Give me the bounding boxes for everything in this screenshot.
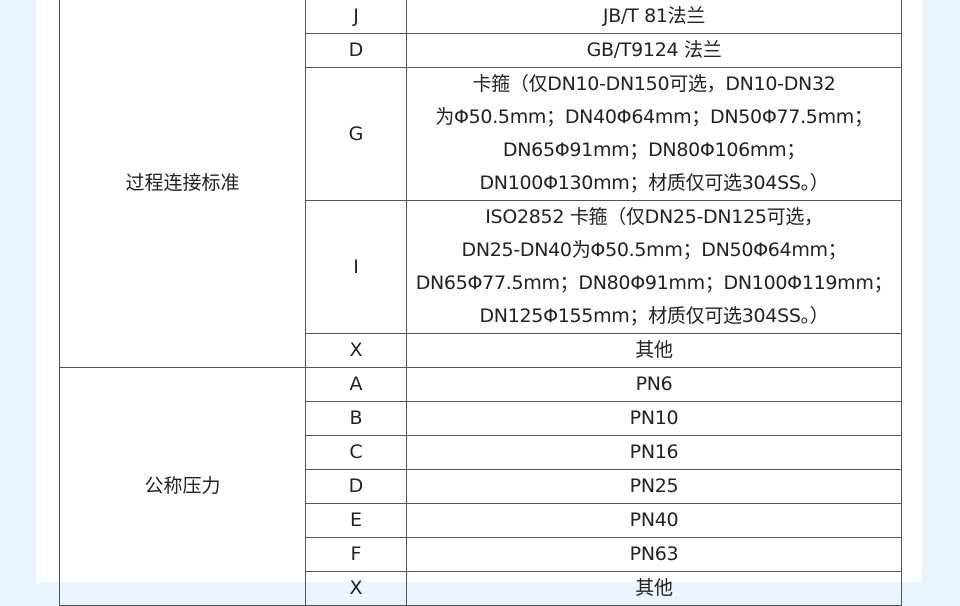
group-label: 过程连接标准 xyxy=(59,0,306,368)
table-row: D GB/T9124 法兰 xyxy=(60,33,902,68)
option-description: 其他 xyxy=(406,333,902,368)
table-row: F PN63 xyxy=(60,537,902,572)
table-row: 过程连接标准 J JB/T 81法兰 xyxy=(59,0,902,368)
description-line: DN100Φ130mm；材质仅可选304SS。） xyxy=(479,172,829,194)
description-line: PN40 xyxy=(629,509,679,531)
description-line: PN63 xyxy=(629,543,679,565)
table-row: X 其他 xyxy=(60,333,902,368)
option-code: X xyxy=(305,333,407,368)
option-code: J xyxy=(305,0,407,34)
description-line: ISO2852 卡箍（仅DN25-DN125可选， xyxy=(485,206,823,228)
table-row: G 卡箍（仅DN10-DN150可选，DN10-DN32 为Φ50.5mm；DN40… xyxy=(60,67,902,201)
option-description: PN25 xyxy=(406,469,902,504)
description-line: 其他 xyxy=(635,339,673,361)
description-line: DN65Φ77.5mm；DN80Φ91mm；DN100Φ119mm； xyxy=(415,272,893,294)
option-description: JB/T 81法兰 xyxy=(406,0,902,34)
description-line: DN125Φ155mm；材质仅可选304SS。） xyxy=(479,305,829,327)
option-code: B xyxy=(305,401,407,436)
option-description: PN16 xyxy=(406,435,902,470)
table-row: I ISO2852 卡箍（仅DN25-DN125可选， DN25-DN40为Φ50.… xyxy=(60,200,902,334)
table-row: D PN25 xyxy=(60,469,902,504)
table-row: E PN40 xyxy=(60,503,902,538)
option-code: F xyxy=(305,537,407,572)
option-description: PN63 xyxy=(406,537,902,572)
description-line: DN65Φ91mm；DN80Φ106mm； xyxy=(502,139,806,161)
option-code: D xyxy=(305,469,407,504)
option-code: C xyxy=(305,435,407,470)
option-description: 卡箍（仅DN10-DN150可选，DN10-DN32 为Φ50.5mm；DN40Φ… xyxy=(406,67,902,201)
description-line: JB/T 81法兰 xyxy=(602,5,706,27)
option-description: PN10 xyxy=(406,401,902,436)
table-row: 公称压力 A PN6 xyxy=(59,367,902,606)
description-line: 卡箍（仅DN10-DN150可选，DN10-DN32 xyxy=(472,73,836,95)
description-line: PN6 xyxy=(635,373,673,395)
description-line: PN25 xyxy=(629,475,679,497)
description-line: 其他 xyxy=(635,577,673,599)
option-code: I xyxy=(305,200,407,334)
option-description: PN40 xyxy=(406,503,902,538)
description-line: PN16 xyxy=(629,441,679,463)
option-description: PN6 xyxy=(406,367,902,402)
option-code: D xyxy=(305,33,407,68)
option-description: 其他 xyxy=(406,571,902,606)
description-line: 为Φ50.5mm；DN40Φ64mm；DN50Φ77.5mm； xyxy=(435,106,873,128)
table-row: C PN16 xyxy=(60,435,902,470)
option-code: G xyxy=(305,67,407,201)
group-label: 公称压力 xyxy=(59,367,306,606)
description-line: GB/T9124 法兰 xyxy=(586,39,722,61)
option-description: GB/T9124 法兰 xyxy=(406,33,902,68)
option-code: A xyxy=(305,367,407,402)
option-code: X xyxy=(305,571,407,606)
option-code: E xyxy=(305,503,407,538)
option-description: ISO2852 卡箍（仅DN25-DN125可选， DN25-DN40为Φ50.5… xyxy=(406,200,902,334)
description-line: PN10 xyxy=(629,407,679,429)
description-line: DN25-DN40为Φ50.5mm；DN50Φ64mm； xyxy=(461,239,847,261)
table-row: B PN10 xyxy=(60,401,902,436)
spec-table: 过程连接标准 J JB/T 81法兰 D GB/T9124 法兰 G 卡箍（仅DN10-DN… xyxy=(59,0,902,606)
